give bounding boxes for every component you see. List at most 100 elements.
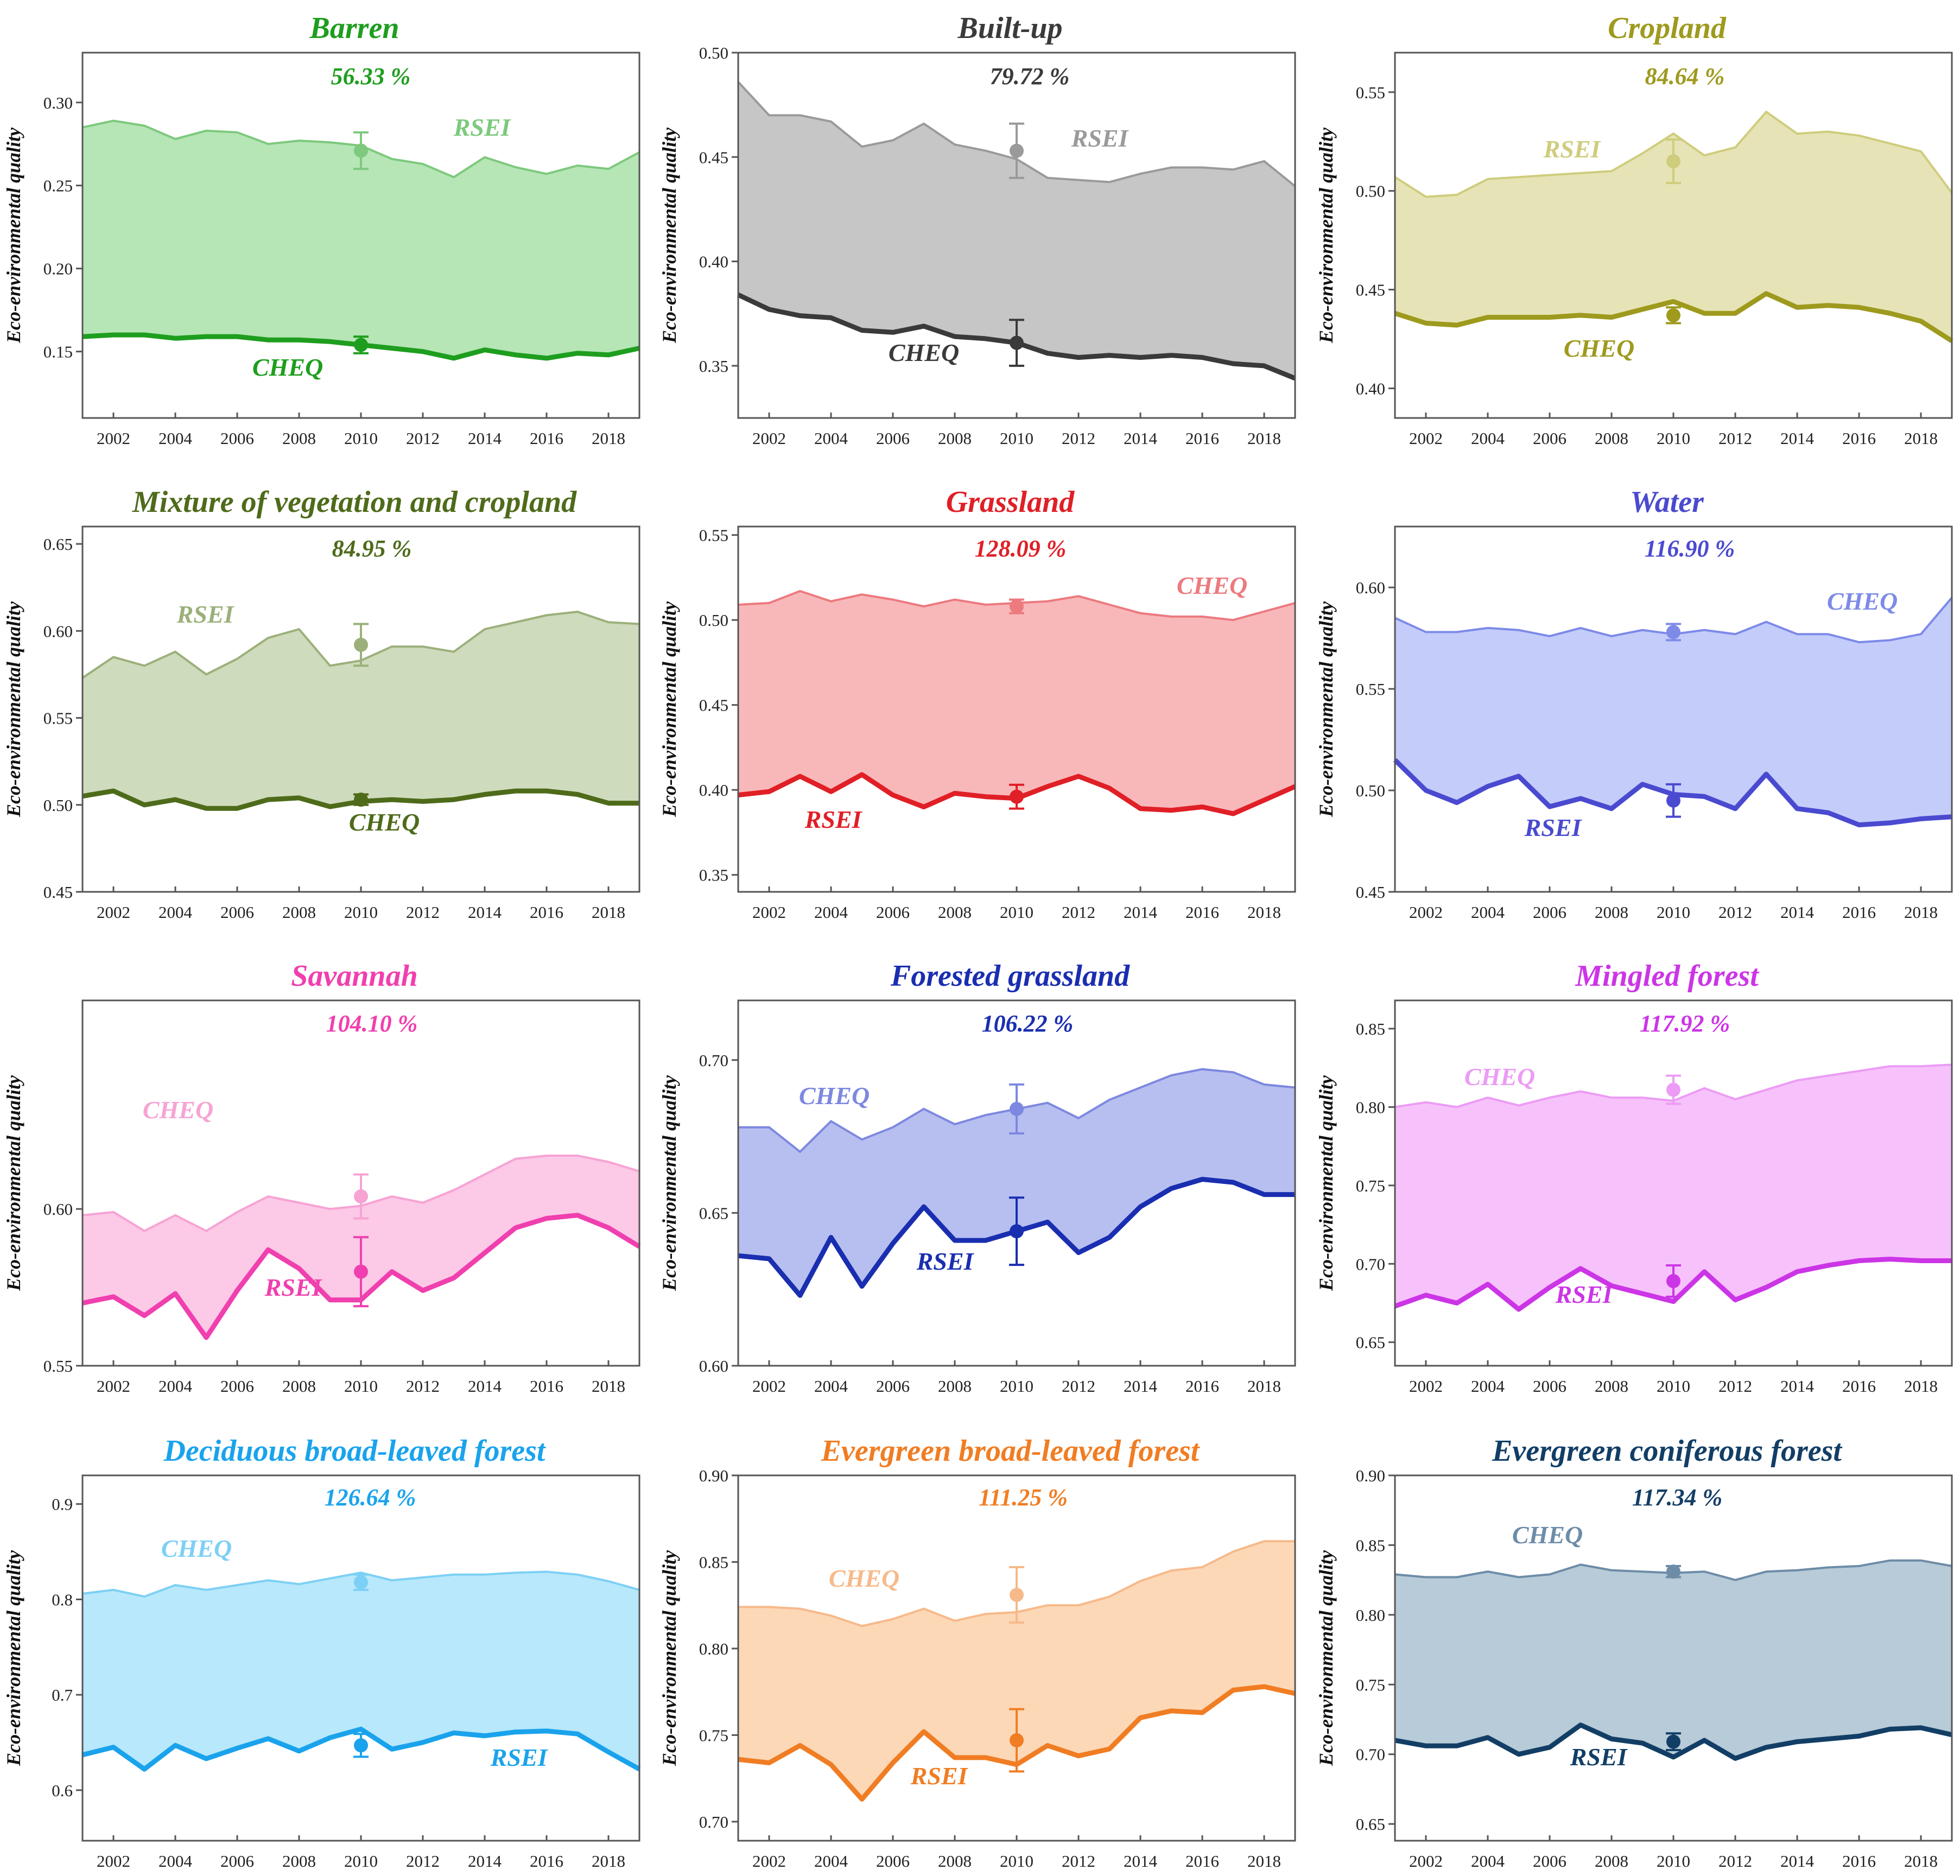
x-tick-label: 2008 — [938, 903, 972, 922]
x-tick-label: 2002 — [752, 903, 786, 922]
band-fill — [738, 591, 1295, 814]
y-axis-label: Eco-environmental quality — [3, 1075, 24, 1291]
x-tick-label: 2004 — [1471, 429, 1505, 448]
x-tick-label: 2016 — [1185, 1377, 1219, 1396]
x-tick-label: 2012 — [406, 903, 440, 922]
y-tick-label: 0.35 — [699, 866, 728, 885]
y-tick-label: 0.15 — [43, 343, 73, 362]
y-axis-label: Eco-environmental quality — [658, 1075, 680, 1291]
percent-label: 106.22 % — [982, 1010, 1074, 1037]
x-tick-label: 2002 — [752, 1377, 786, 1396]
x-tick-label: 2006 — [1533, 903, 1566, 922]
chart-title: Mingled forest — [1575, 959, 1759, 993]
chart-title: Cropland — [1608, 11, 1727, 45]
x-tick-label: 2012 — [1718, 1377, 1752, 1396]
x-tick-label: 2002 — [97, 429, 130, 448]
panel-built-up: 2002200420062008201020122014201620180.35… — [658, 11, 1295, 448]
x-tick-label: 2016 — [1185, 429, 1219, 448]
x-tick-label: 2006 — [220, 1852, 254, 1871]
x-tick-label: 2004 — [158, 429, 193, 448]
y-tick-label: 0.80 — [699, 1639, 728, 1658]
x-tick-label: 2018 — [592, 429, 625, 448]
x-tick-label: 2014 — [1124, 429, 1158, 448]
x-tick-label: 2016 — [530, 429, 563, 448]
x-tick-label: 2014 — [1780, 429, 1815, 448]
x-tick-label: 2018 — [1247, 1377, 1281, 1396]
y-tick-label: 0.70 — [1356, 1745, 1385, 1764]
y-tick-label: 0.80 — [1356, 1606, 1385, 1625]
y-axis-label: Eco-environmental quality — [3, 1550, 24, 1766]
chart-title: Barren — [309, 11, 399, 45]
y-tick-label: 0.85 — [1356, 1019, 1385, 1038]
x-tick-label: 2016 — [530, 1377, 563, 1396]
percent-label: 126.64 % — [325, 1484, 416, 1511]
x-tick-label: 2008 — [938, 1377, 972, 1396]
x-tick-label: 2008 — [1595, 1852, 1628, 1871]
x-tick-label: 2016 — [1185, 903, 1219, 922]
x-tick-label: 2018 — [592, 1852, 625, 1871]
percent-label: 128.09 % — [975, 535, 1067, 562]
x-tick-label: 2006 — [220, 903, 254, 922]
x-tick-label: 2018 — [592, 903, 625, 922]
x-tick-label: 2014 — [468, 1852, 502, 1871]
y-tick-label: 0.75 — [1356, 1675, 1385, 1694]
x-tick-label: 2012 — [406, 1852, 440, 1871]
x-tick-label: 2018 — [1247, 903, 1281, 922]
chart-title: Mixture of vegetation and cropland — [132, 485, 577, 519]
x-tick-label: 2016 — [1842, 1377, 1876, 1396]
chart-title: Evergreen broad-leaved forest — [821, 1434, 1200, 1468]
x-tick-label: 2012 — [1062, 429, 1095, 448]
percent-label: 117.34 % — [1632, 1484, 1722, 1511]
x-tick-label: 2012 — [1718, 903, 1752, 922]
x-tick-label: 2018 — [1904, 903, 1938, 922]
x-tick-label: 2004 — [1471, 1377, 1505, 1396]
series-label-rsei: RSEI — [1555, 1281, 1614, 1308]
y-axis-label: Eco-environmental quality — [1315, 1550, 1337, 1766]
x-tick-label: 2018 — [1904, 1377, 1938, 1396]
x-tick-label: 2006 — [220, 429, 254, 448]
x-tick-label: 2014 — [1124, 903, 1158, 922]
y-tick-label: 0.6 — [52, 1781, 73, 1800]
marker-cheq — [353, 793, 369, 807]
x-tick-label: 2016 — [530, 1852, 563, 1871]
x-tick-label: 2006 — [1533, 1852, 1566, 1871]
y-axis-label: Eco-environmental quality — [658, 601, 680, 817]
x-tick-label: 2010 — [1657, 903, 1690, 922]
panel-savannah: 2002200420062008201020122014201620180.55… — [3, 959, 639, 1396]
x-tick-label: 2002 — [97, 1852, 130, 1871]
series-label-rsei: RSEI — [1543, 135, 1602, 163]
percent-label: 56.33 % — [331, 63, 411, 90]
series-label-cheq: CHEQ — [143, 1096, 213, 1124]
x-tick-label: 2004 — [814, 429, 848, 448]
x-tick-label: 2018 — [1247, 1852, 1281, 1871]
y-tick-label: 0.60 — [699, 1357, 728, 1376]
x-tick-label: 2004 — [158, 1377, 193, 1396]
y-tick-label: 0.65 — [1356, 1815, 1385, 1834]
x-tick-label: 2010 — [1000, 429, 1033, 448]
marker-cheq — [1666, 307, 1681, 323]
x-tick-label: 2006 — [1533, 429, 1566, 448]
x-tick-label: 2012 — [1718, 1852, 1752, 1871]
y-tick-label: 0.50 — [699, 611, 728, 630]
x-tick-label: 2004 — [1471, 1852, 1505, 1871]
percent-label: 111.25 % — [979, 1484, 1068, 1511]
percent-label: 116.90 % — [1645, 535, 1735, 562]
x-tick-label: 2018 — [1247, 429, 1281, 448]
x-tick-label: 2008 — [282, 429, 316, 448]
x-tick-label: 2016 — [1842, 429, 1876, 448]
marker-cheq — [1666, 1564, 1681, 1579]
y-tick-label: 0.40 — [699, 252, 728, 271]
y-tick-label: 0.75 — [1356, 1176, 1385, 1195]
x-tick-label: 2002 — [1409, 1377, 1443, 1396]
x-tick-label: 2002 — [97, 1377, 130, 1396]
y-axis-label: Eco-environmental quality — [658, 1550, 680, 1766]
y-tick-label: 0.50 — [1356, 781, 1385, 800]
x-tick-label: 2010 — [344, 429, 378, 448]
series-label-rsei: RSEI — [490, 1744, 549, 1771]
x-tick-label: 2002 — [1409, 1852, 1443, 1871]
chart-title: Water — [1630, 485, 1704, 519]
y-tick-label: 0.45 — [699, 696, 728, 715]
x-tick-label: 2002 — [752, 1852, 786, 1871]
series-label-rsei: RSEI — [804, 806, 863, 833]
series-label-cheq: CHEQ — [829, 1564, 899, 1592]
